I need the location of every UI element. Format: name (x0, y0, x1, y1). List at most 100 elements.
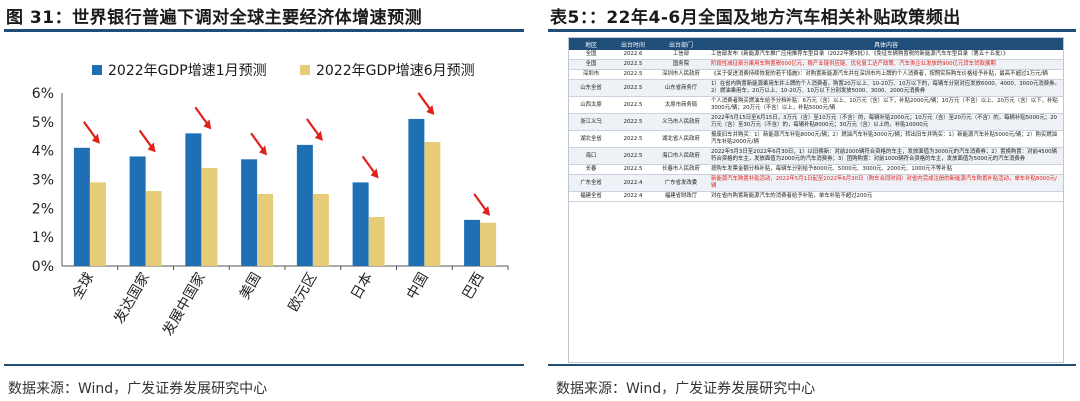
cell-date: 2022.5 (613, 113, 653, 131)
x-category-label: 欧元区 (285, 270, 320, 314)
table-row: 湖北全省 2022.5 湖北省人民政府 报废旧车并购买：1）新能源汽车补贴8000元/… (569, 130, 1063, 148)
annotation-arrow-head (482, 205, 491, 216)
cell-date: 2022.4 (613, 174, 653, 192)
cell-region: 全国 (569, 50, 613, 60)
annotation-arrow-shaft (473, 193, 489, 213)
y-tick-label: 6% (32, 86, 54, 102)
table-header-row: 地区 出台时间 出台部门 具体内容 (569, 38, 1063, 50)
chart-panel: 图 31：世界银行普遍下调对全球主要经济体增速预测 2022年GDP增速1月预测… (0, 0, 530, 401)
cell-region: 海口 (569, 147, 613, 165)
cell-content: 1）在省内购置新能源乘用车并上牌的个人消费者，购置20万以上、10-20万、10… (709, 79, 1063, 97)
y-tick-label: 3% (32, 173, 54, 189)
cell-content: 对在省内购置新能源汽车的消费者给予补贴，单车补贴不超过200元 (709, 191, 1063, 202)
table-source: 数据来源：Wind，广发证券发展研究中心 (556, 381, 816, 397)
bar-jan (408, 118, 425, 266)
bar-jun (368, 216, 385, 266)
cell-dept: 福建省财政厅 (653, 191, 709, 202)
y-tick-label: 5% (32, 115, 54, 131)
cell-dept: 义乌市人民政府 (653, 113, 709, 131)
cell-dept: 山东省商务厅 (653, 79, 709, 97)
cell-date: 2022.5 (613, 79, 653, 97)
legend-label-jan: 2022年GDP增速1月预测 (108, 63, 267, 79)
annotation-arrow-head (147, 142, 156, 153)
y-tick-label: 4% (32, 144, 54, 160)
bar-jan (464, 219, 481, 266)
annotation-arrow-shaft (361, 155, 377, 176)
y-tick-label: 1% (32, 230, 54, 246)
legend-label-jun: 2022年GDP增速6月预测 (316, 63, 475, 79)
cell-dept: 广东省发改委 (653, 174, 709, 192)
annotation-arrow-shaft (82, 121, 98, 141)
chart-source: 数据来源：Wind，广发证券发展研究中心 (8, 381, 268, 397)
table-row: 全国 2022.6 工信部 工信部发布《新能源汽车推广应用推荐车型目录（2022年第5… (569, 50, 1063, 60)
table-row: 福建全省 2022.4 福建省财政厅 对在省内购置新能源汽车的消费者给予补贴，单车补贴… (569, 191, 1063, 202)
cell-content: 个人消费者购买燃油车给予分档补贴：6万元（含）以上、10万元（含）以下，补贴20… (709, 96, 1063, 114)
y-tick-label: 2% (32, 201, 54, 217)
bar-jun (312, 193, 329, 266)
title-divider (4, 29, 524, 32)
cell-content: 2022年5月15日至6月15日，3万元（含）至10万元（不含）的，每辆补贴20… (709, 113, 1063, 131)
annotation-arrow-shaft (138, 129, 154, 150)
cell-content: 2022年5月3日至2022年6月30日，1）以旧换新：对前2000辆符合资格的… (709, 147, 1063, 165)
bar-jan (296, 144, 313, 266)
cell-dept: 海口市人民政府 (653, 147, 709, 165)
cell-content: 新能源汽车购置补贴活动，2022年5月1日起至2022年6月30日（购车合同时间… (709, 174, 1063, 192)
legend-swatch-jan (92, 65, 102, 75)
header-region: 地区 (569, 38, 613, 50)
bar-jun (145, 191, 162, 266)
bar-jun (424, 142, 441, 266)
header-dept: 出台部门 (653, 38, 709, 50)
cell-content: 工信部发布《新能源汽车推广应用推荐车型目录（2022年第5批）》、《免征车辆购置… (709, 50, 1063, 60)
cell-region: 广东全省 (569, 174, 613, 192)
x-category-label: 巴西 (460, 270, 488, 302)
cell-content: 报废旧车并购买：1）新能源汽车补贴8000元/辆；2）燃油汽车补贴3000元/辆… (709, 130, 1063, 148)
x-category-label: 日本 (348, 270, 376, 302)
source-divider (4, 364, 524, 366)
bar-jun (480, 222, 497, 266)
x-category-label: 美国 (237, 270, 265, 302)
bar-jun (257, 193, 274, 266)
annotation-arrow-head (203, 119, 212, 130)
cell-dept: 深圳市人民政府 (653, 69, 709, 80)
cell-date: 2022.5 (613, 130, 653, 148)
cell-date: 2022.6 (613, 50, 653, 60)
x-category-label: 中国 (404, 270, 432, 302)
table-row: 山西太原 2022.5 太原市商务局 个人消费者购买燃油车给予分档补贴：6万元（含）以… (569, 96, 1063, 114)
policy-table: 地区 出台时间 出台部门 具体内容 全国 2022.6 工信部 工信部发布《新能源汽车… (568, 37, 1064, 363)
cell-date: 2022.5 (613, 147, 653, 165)
y-tick-label: 0% (32, 259, 54, 275)
bar-jan (129, 156, 146, 266)
cell-date: 2022.5 (613, 164, 653, 175)
annotation-arrow-shaft (417, 92, 433, 112)
table-row: 海口 2022.5 海口市人民政府 2022年5月3日至2022年6月30日，1）以旧… (569, 147, 1063, 165)
cell-dept: 国务院 (653, 59, 709, 70)
bar-jan (352, 182, 369, 266)
title-divider (548, 29, 1076, 32)
annotation-arrow-shaft (250, 132, 266, 152)
legend-item-jan: 2022年GDP增速1月预测 (92, 60, 267, 80)
bar-jan (73, 147, 90, 266)
annotation-arrow-head (259, 145, 268, 156)
cell-region: 山西太原 (569, 96, 613, 114)
cell-content: 《关于促进消费持续恢复的若干措施》：对购置新能源汽车并在深圳市内上牌的个人消费者… (709, 69, 1063, 80)
cell-region: 浙江义乌 (569, 113, 613, 131)
header-content: 具体内容 (709, 38, 1063, 50)
cell-date: 2022.5 (613, 96, 653, 114)
source-divider (548, 364, 1076, 366)
cell-region: 全国 (569, 59, 613, 70)
cell-region: 深圳市 (569, 69, 613, 80)
annotation-arrow-shaft (194, 106, 210, 127)
table-row: 广东全省 2022.4 广东省发改委 新能源汽车购置补贴活动，2022年5月1日起至2… (569, 174, 1063, 192)
bar-jan (185, 133, 202, 266)
table-row: 深圳市 2022.5 深圳市人民政府 《关于促进消费持续恢复的若干措施》：对购置新能源… (569, 69, 1063, 80)
cell-content: 阶段性减征部分乘用车购置税600亿元，稳产业链供应链、优化复工达产政策、汽车类企… (709, 59, 1063, 70)
cell-date: 2022.5 (613, 59, 653, 70)
cell-dept: 长春市人民政府 (653, 164, 709, 175)
cell-region: 长春 (569, 164, 613, 175)
cell-dept: 工信部 (653, 50, 709, 60)
legend-item-jun: 2022年GDP增速6月预测 (300, 60, 475, 80)
table-panel: 表5：：22年4-6月全国及地方汽车相关补贴政策频出 地区 出台时间 出台部门 … (548, 0, 1080, 401)
table-row: 山东全省 2022.5 山东省商务厅 1）在省内购置新能源乘用车并上牌的个人消费者，购… (569, 79, 1063, 97)
annotation-arrow-head (426, 104, 435, 115)
x-category-label: 全球 (69, 270, 98, 303)
